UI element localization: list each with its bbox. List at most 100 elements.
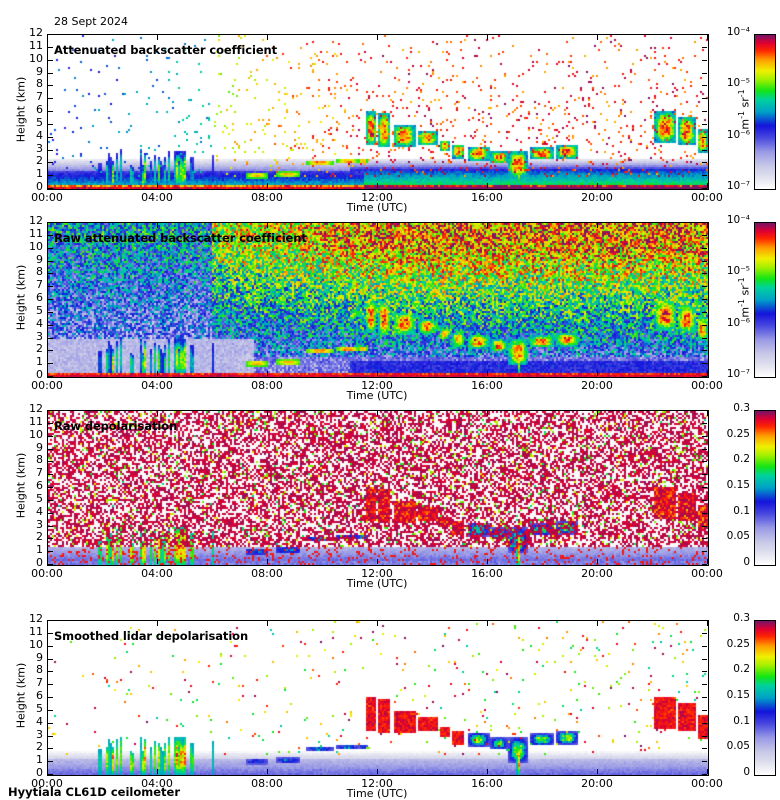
x-tick-label-2-3: 12:00 [361, 379, 393, 392]
x-tick-mark-top-4-0 [47, 621, 48, 626]
panel-title-1: Attenuated backscatter coefficient [54, 43, 278, 57]
y-tick-mark-1-11 [48, 47, 53, 48]
y-tick-mark-3-4 [48, 513, 53, 514]
y-tick-label-1-7: 7 [36, 90, 43, 104]
x-tick-mark-top-3-4 [487, 411, 488, 416]
x-tick-label-4-3: 12:00 [361, 777, 393, 790]
x-tick-mark-4-4 [487, 769, 488, 774]
y-tick-mark-2-7 [48, 286, 53, 287]
x-tick-label-4-5: 20:00 [581, 777, 613, 790]
x-tick-label-4-4: 16:00 [471, 777, 503, 790]
y-tick-mark-1-12 [48, 34, 53, 35]
y-tick-mark-right-4-7 [702, 684, 707, 685]
y-tick-mark-4-2 [48, 748, 53, 749]
plot-area-2[interactable] [47, 222, 709, 378]
x-tick-mark-2-6 [707, 371, 708, 376]
y-tick-label-2-11: 11 [29, 226, 43, 240]
y-tick-label-4-10: 10 [29, 637, 43, 651]
x-tick-mark-top-2-5 [597, 223, 598, 228]
colorbar-tick-3-0: 0.3 [733, 402, 750, 414]
y-tick-mark-3-5 [48, 500, 53, 501]
y-tick-mark-right-3-5 [702, 500, 707, 501]
y-tick-label-4-11: 11 [29, 624, 43, 638]
y-tick-label-4-7: 7 [36, 676, 43, 690]
y-tick-label-1-11: 11 [29, 38, 43, 52]
y-tick-label-3-3: 3 [36, 517, 43, 531]
y-tick-mark-right-3-9 [702, 449, 707, 450]
y-tick-mark-1-4 [48, 137, 53, 138]
y-tick-mark-right-2-2 [702, 350, 707, 351]
y-tick-mark-1-0 [48, 188, 53, 189]
y-tick-mark-3-1 [48, 551, 53, 552]
y-tick-mark-2-11 [48, 235, 53, 236]
y-tick-mark-1-8 [48, 85, 53, 86]
y-tick-mark-right-2-12 [702, 222, 707, 223]
y-tick-label-4-8: 8 [36, 663, 43, 677]
y-tick-label-2-2: 2 [36, 342, 43, 356]
y-tick-mark-1-9 [48, 73, 53, 74]
colorbar-tick-1-0: 10⁻⁴ [726, 26, 750, 38]
x-tick-mark-top-1-0 [47, 35, 48, 40]
y-tick-mark-4-10 [48, 646, 53, 647]
colorbar-label-2: m-1 sr-1 [736, 277, 752, 318]
y-tick-mark-right-3-0 [702, 564, 707, 565]
y-tick-mark-3-7 [48, 474, 53, 475]
y-tick-label-3-2: 2 [36, 530, 43, 544]
colorbar-1 [754, 34, 776, 190]
x-tick-mark-top-4-3 [377, 621, 378, 626]
y-tick-mark-right-3-8 [702, 461, 707, 462]
y-tick-mark-3-11 [48, 423, 53, 424]
y-tick-label-3-10: 10 [29, 427, 43, 441]
x-tick-label-1-0: 00:00 [31, 191, 63, 204]
x-tick-label-3-1: 04:00 [141, 567, 173, 580]
x-tick-mark-top-1-4 [487, 35, 488, 40]
colorbar-tick-1-2: 10⁻⁶ [726, 128, 750, 141]
y-tick-label-4-3: 3 [36, 727, 43, 741]
x-tick-label-2-0: 00:00 [31, 379, 63, 392]
y-tick-mark-4-6 [48, 697, 53, 698]
y-tick-mark-right-2-3 [702, 338, 707, 339]
y-tick-label-2-0: 0 [36, 368, 43, 381]
colorbar-4 [754, 620, 776, 776]
y-tick-mark-4-8 [48, 671, 53, 672]
x-tick-mark-3-1 [157, 559, 158, 564]
colorbar-tick-2-3: 10⁻⁷ [726, 368, 750, 380]
x-tick-label-2-4: 16:00 [471, 379, 503, 392]
plot-area-1[interactable] [47, 34, 709, 190]
x-tick-label-3-6: 00:00 [691, 567, 723, 580]
y-tick-label-1-1: 1 [36, 167, 43, 181]
y-tick-label-1-3: 3 [36, 141, 43, 155]
x-tick-mark-top-2-4 [487, 223, 488, 228]
y-tick-mark-right-1-11 [702, 47, 707, 48]
y-tick-mark-right-2-8 [702, 273, 707, 274]
y-tick-label-4-0: 0 [36, 766, 43, 779]
y-tick-mark-right-4-3 [702, 736, 707, 737]
y-tick-mark-right-2-5 [702, 312, 707, 313]
x-tick-mark-1-2 [267, 183, 268, 188]
y-tick-mark-right-4-1 [702, 761, 707, 762]
x-tick-mark-top-4-1 [157, 621, 158, 626]
plot-area-4[interactable] [47, 620, 709, 776]
x-axis-label-4: Time (UTC) [346, 787, 408, 800]
x-tick-mark-3-2 [267, 559, 268, 564]
x-tick-mark-4-0 [47, 769, 48, 774]
x-tick-mark-4-2 [267, 769, 268, 774]
y-tick-label-2-1: 1 [36, 355, 43, 369]
y-tick-label-1-0: 0 [36, 180, 43, 193]
x-tick-mark-3-3 [377, 559, 378, 564]
y-tick-mark-right-2-9 [702, 261, 707, 262]
y-tick-mark-4-5 [48, 710, 53, 711]
y-tick-mark-2-8 [48, 273, 53, 274]
x-axis-label-1: Time (UTC) [346, 201, 408, 214]
colorbar-tick-1-3: 10⁻⁷ [726, 180, 750, 192]
y-tick-label-3-8: 8 [36, 453, 43, 467]
colorbar-tick-3-6: 0 [743, 556, 750, 568]
y-tick-mark-right-4-5 [702, 710, 707, 711]
y-tick-mark-right-2-0 [702, 376, 707, 377]
y-tick-label-1-4: 4 [36, 128, 43, 142]
colorbar-tick-3-1: 0.25 [726, 427, 750, 440]
x-tick-label-4-0: 00:00 [31, 777, 63, 790]
plot-area-3[interactable] [47, 410, 709, 566]
x-tick-mark-2-0 [47, 371, 48, 376]
y-tick-label-1-10: 10 [29, 51, 43, 65]
